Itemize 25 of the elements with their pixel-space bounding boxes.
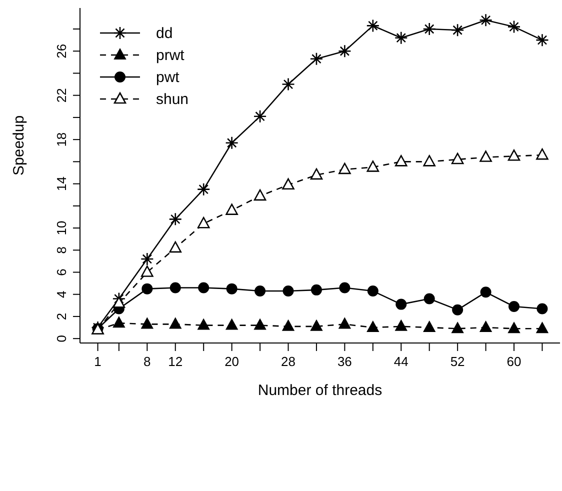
y-tick-label: 8 <box>54 246 69 254</box>
y-tick-label: 4 <box>54 290 69 298</box>
legend-label: prwt <box>156 46 184 64</box>
x-tick-label: 20 <box>224 354 240 370</box>
x-tick-label: 12 <box>168 354 183 370</box>
legend-label: shun <box>156 90 189 108</box>
x-axis-title: Number of threads <box>258 382 382 399</box>
x-tick-label: 52 <box>450 354 465 370</box>
x-tick-label: 60 <box>506 354 522 370</box>
y-tick-label: 6 <box>54 268 69 276</box>
y-tick-label: 22 <box>54 88 69 103</box>
y-tick-label: 2 <box>54 312 69 320</box>
y-tick-label: 0 <box>54 334 69 342</box>
y-axis-title: Speedup <box>10 115 28 176</box>
y-tick-label: 18 <box>54 132 69 147</box>
x-tick-label: 1 <box>94 354 102 370</box>
x-tick-label: 8 <box>144 354 151 370</box>
y-tick-label: 26 <box>54 44 69 58</box>
x-tick-label: 28 <box>281 354 296 370</box>
legend-label: pwt <box>156 68 180 86</box>
legend-label: dd <box>156 24 173 42</box>
y-tick-label: 14 <box>54 176 69 192</box>
x-tick-label: 36 <box>337 354 352 370</box>
x-tick-label: 44 <box>394 354 408 370</box>
y-tick-label: 10 <box>54 220 69 236</box>
